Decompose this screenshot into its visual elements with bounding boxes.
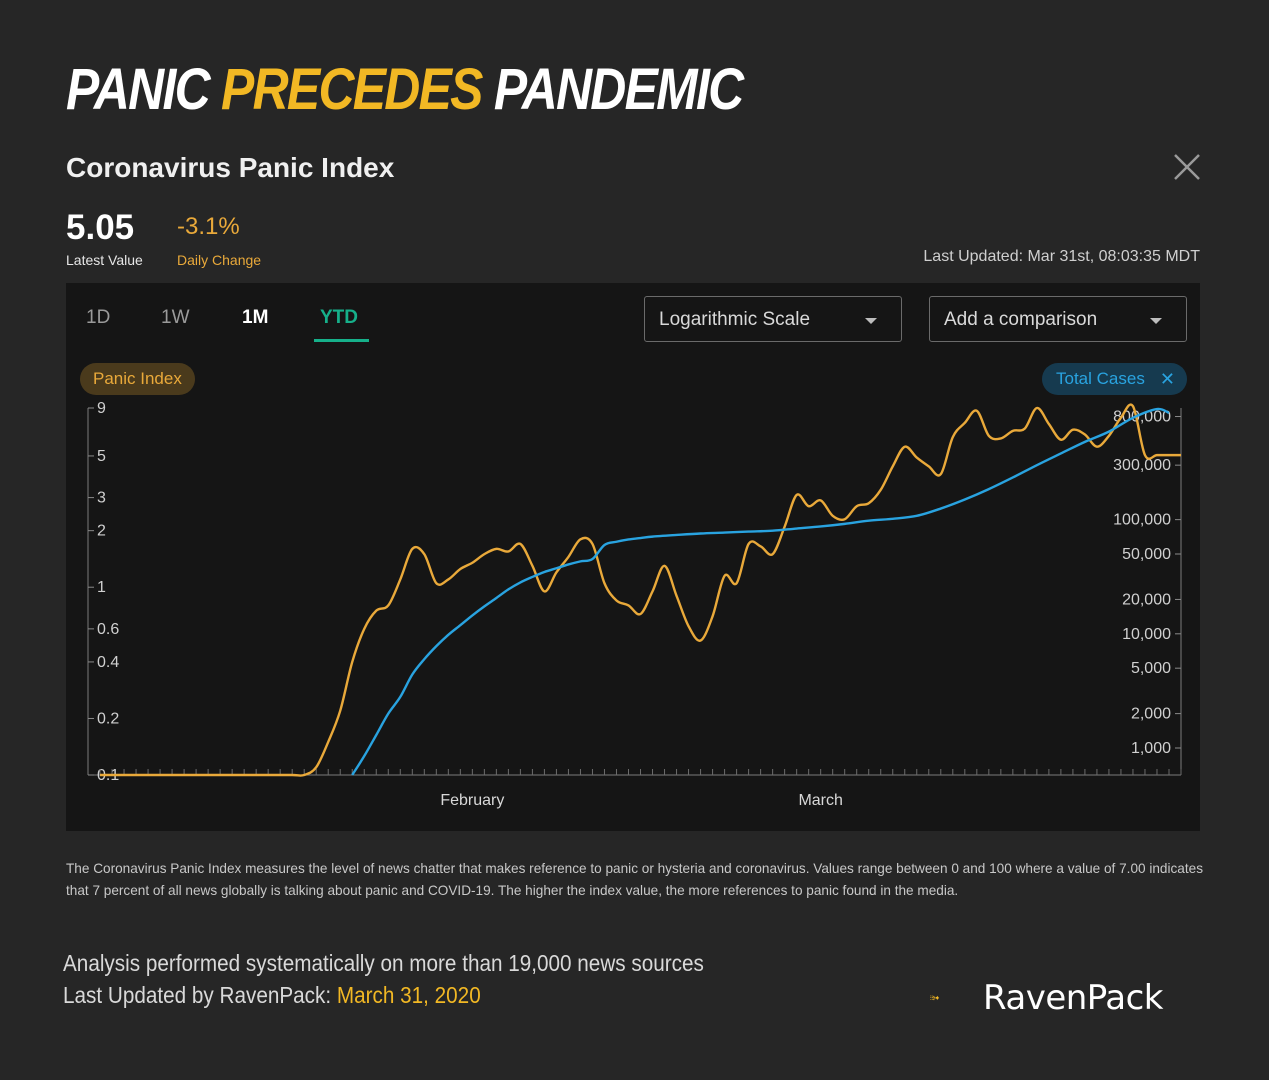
footer-updated-date: March 31, 2020: [336, 982, 481, 1008]
chevron-down-icon: [1150, 318, 1162, 324]
tab-1m[interactable]: 1M: [242, 307, 269, 328]
latest-value: 5.05: [66, 208, 135, 247]
y-right-tick-label: 300,000: [1113, 457, 1171, 474]
comparison-dropdown[interactable]: Add a comparison: [929, 296, 1187, 342]
y-left-tick-label: 5: [97, 448, 106, 465]
legend-panic-index[interactable]: Panic Index: [80, 363, 195, 395]
latest-value-label: Latest Value: [66, 252, 143, 268]
last-updated: Last Updated: Mar 31st, 08:03:35 MDT: [923, 248, 1200, 265]
footer-brand: RavenPack: [983, 978, 1164, 1018]
y-right-tick-label: 10,000: [1122, 626, 1171, 643]
y-left-tick-label: 0.6: [97, 621, 119, 638]
panic-index-line: [100, 403, 1181, 777]
daily-change-label: Daily Change: [177, 252, 262, 268]
legend-total-cases-label: Total Cases: [1056, 369, 1145, 388]
description: The Coronavirus Panic Index measures the…: [66, 861, 1203, 898]
y-right-tick-label: 2,000: [1131, 706, 1171, 723]
y-right-tick-label: 5,000: [1131, 660, 1171, 677]
y-right-tick-label: 50,000: [1122, 546, 1171, 563]
footer-analysis-note: Analysis performed systematically on mor…: [63, 950, 704, 976]
remove-comparison-icon[interactable]: ✕: [1159, 369, 1175, 389]
x-tick-label: March: [798, 792, 842, 809]
line-chart: 953210.60.40.20.1800,000300,000100,00050…: [66, 400, 1182, 809]
scale-dropdown-value: Logarithmic Scale: [659, 309, 811, 330]
page-title: Coronavirus Panic Index: [66, 152, 395, 183]
daily-change-value: -3.1%: [177, 213, 240, 240]
x-tick-label: January: [66, 792, 68, 809]
y-left-tick-label: 9: [97, 400, 106, 417]
tab-1d[interactable]: 1D: [86, 307, 111, 328]
headline-part3: PANDEMIC: [493, 57, 744, 122]
scale-dropdown[interactable]: Logarithmic Scale: [644, 296, 902, 342]
chevron-down-icon: [865, 318, 877, 324]
legend-total-cases[interactable]: Total Cases ✕: [1042, 363, 1187, 395]
tab-ytd-underline: [314, 339, 369, 342]
headline-part2: PRECEDES: [221, 57, 483, 122]
y-left-tick-label: 3: [97, 490, 106, 507]
headline: PANIC PRECEDES PANDEMIC: [66, 56, 744, 123]
y-right-tick-label: 1,000: [1131, 740, 1171, 757]
tab-ytd[interactable]: YTD: [320, 307, 358, 328]
footer-updated-prefix: Last Updated by RavenPack:: [63, 982, 337, 1008]
y-left-tick-label: 0.2: [97, 710, 119, 727]
y-left-tick-label: 2: [97, 523, 106, 540]
total-cases-line: [351, 407, 1170, 776]
close-icon[interactable]: [1170, 150, 1204, 184]
y-left-tick-label: 1: [97, 579, 106, 596]
ravenpack-logo-icon: [930, 995, 940, 1001]
x-tick-label: February: [440, 792, 504, 809]
headline-part1: PANIC: [66, 57, 211, 122]
y-right-tick-label: 20,000: [1122, 591, 1171, 608]
tab-1w[interactable]: 1W: [161, 307, 190, 328]
chart-panel: 1D 1W 1M YTD Logarithmic Scale Add a com…: [66, 283, 1200, 831]
comparison-dropdown-placeholder: Add a comparison: [944, 309, 1098, 330]
y-left-tick-label: 0.4: [97, 654, 119, 671]
y-right-tick-label: 100,000: [1113, 512, 1171, 529]
footer-updated-note: Last Updated by RavenPack: March 31, 202…: [63, 982, 481, 1009]
